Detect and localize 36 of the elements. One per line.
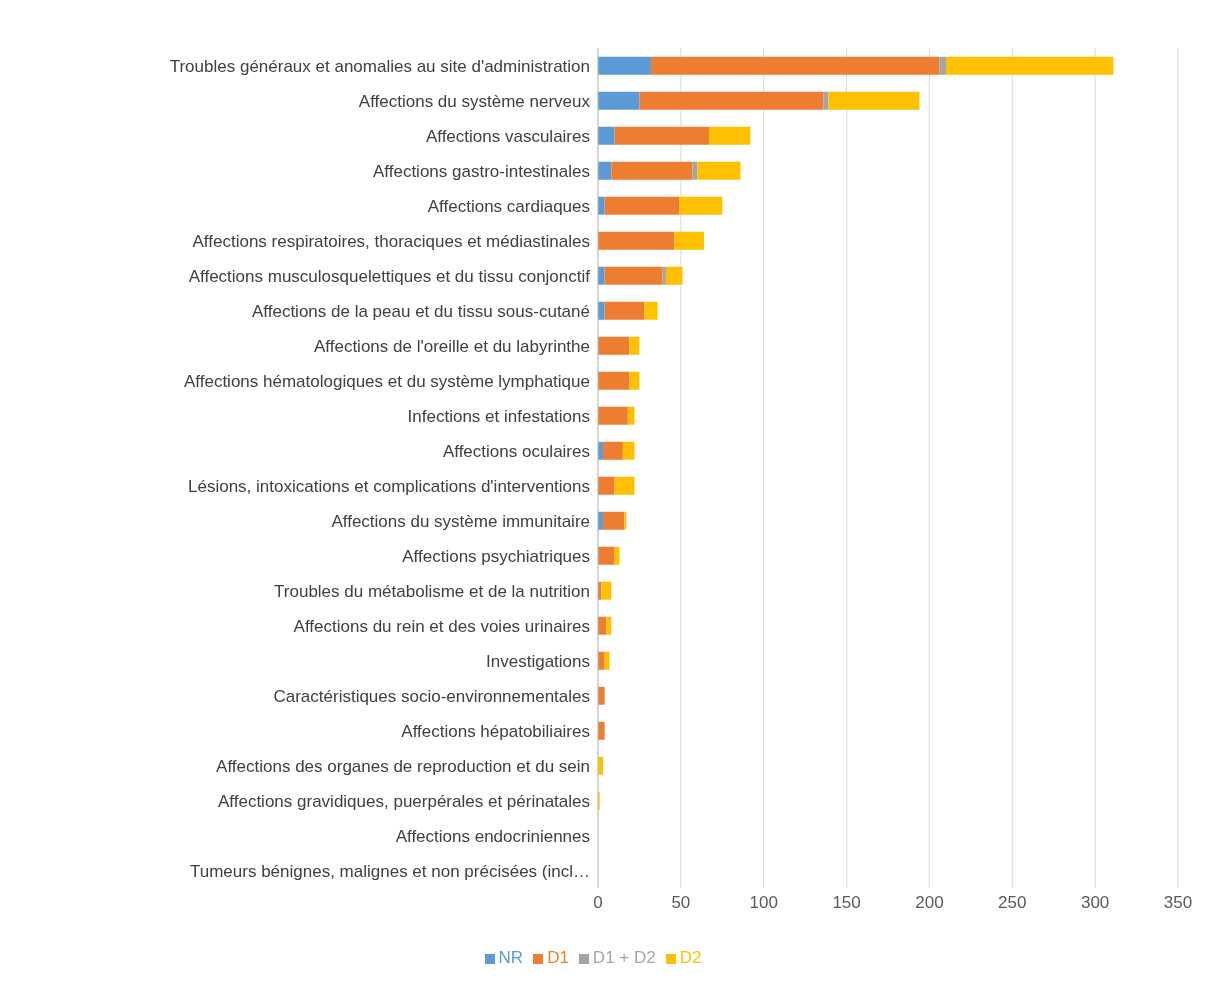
y-tick-label: Investigations (486, 651, 590, 671)
y-tick-label: Affections oculaires (442, 441, 590, 461)
y-tick-label: Affections de la peau et du tissu sous-cutané (251, 301, 590, 321)
x-tick-label: 350 (1163, 893, 1193, 913)
x-tick-label: 300 (1080, 893, 1110, 913)
legend-label: D1 (547, 948, 569, 967)
y-tick-label: Affections gravidiques, puerpérales et périnatales (217, 791, 590, 811)
y-tick-label: Affections endocriniennes (395, 826, 590, 846)
x-tick-label: 50 (671, 893, 691, 913)
y-tick-label: Affections de l'oreille et du labyrinthe (313, 336, 590, 356)
y-tick-label: Affections respiratoires, thoraciques et médiastinales (192, 231, 590, 251)
y-tick-label: Lésions, intoxications et complications d'interventions (187, 476, 590, 496)
y-tick-label: Caractéristiques socio-environnementales (273, 686, 590, 706)
x-tick-label: 0 (593, 893, 603, 913)
x-tick-label: 150 (832, 893, 861, 913)
y-tick-label: Tumeurs bénignes, malignes et non précisées (incl… (189, 861, 590, 881)
y-tick-label: Affections vasculaires (425, 126, 590, 146)
legend-label: NR (498, 948, 524, 967)
y-tick-label: Affections du système nerveux (358, 91, 591, 111)
y-tick-label: Affections musculosquelettiques et du tissu conjonctif (188, 266, 591, 286)
y-tick-label: Affections hépatobiliaires (401, 721, 590, 741)
x-tick-label: 100 (749, 893, 778, 913)
y-tick-label: Troubles du métabolisme et de la nutrition (274, 581, 590, 601)
y-tick-label: Affections des organes de reproduction et du sein (216, 756, 590, 776)
y-tick-label: Affections hématologiques et du système lymphatique (183, 371, 590, 391)
y-tick-label: Affections gastro-intestinales (372, 161, 590, 181)
legend-label: D2 (679, 948, 702, 967)
y-tick-label: Affections psychiatriques (402, 546, 590, 566)
x-tick-label: 250 (998, 893, 1027, 913)
x-tick-label: 200 (915, 893, 944, 913)
y-tick-label: Infections et infestations (407, 406, 590, 426)
y-tick-label: Affections du système immunitaire (331, 511, 590, 531)
y-tick-label: Affections du rein et des voies urinaires (293, 616, 590, 636)
y-tick-label: Affections cardiaques (427, 196, 590, 216)
legend-label: D1 + D2 (592, 948, 656, 967)
y-tick-label: Troubles généraux et anomalies au site d'administration (169, 56, 590, 76)
